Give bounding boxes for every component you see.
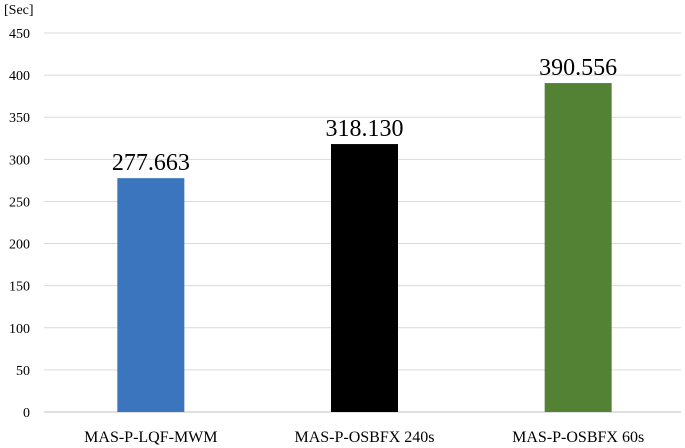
y-tick-label: 150	[9, 280, 30, 295]
y-tick-label: 0	[23, 406, 30, 421]
y-tick-label: 100	[9, 322, 30, 337]
data-label: 390.556	[539, 55, 617, 81]
bars	[117, 83, 612, 412]
bar	[117, 178, 185, 412]
y-tick-label: 300	[9, 153, 30, 168]
y-tick-label: 200	[9, 238, 30, 253]
y-tick-label: 50	[16, 364, 30, 379]
y-axis-ticks: 0 50 100 150 200 250 300 350 400 450	[9, 27, 30, 421]
bar	[544, 83, 612, 412]
y-tick-label: 400	[9, 69, 30, 84]
category-labels: MAS-P-LQF-MWM MAS-P-OSBFX 240s MAS-P-OSBFX…	[84, 429, 644, 446]
category-label: MAS-P-OSBFX 240s	[294, 429, 434, 446]
y-axis-unit-label: [Sec]	[4, 3, 34, 18]
category-label: MAS-P-LQF-MWM	[84, 429, 217, 446]
category-label: MAS-P-OSBFX 60s	[512, 429, 644, 446]
data-labels: 277.663 318.130 390.556	[112, 55, 617, 176]
data-label: 318.130	[326, 116, 404, 142]
bar	[331, 144, 398, 412]
y-tick-label: 450	[9, 27, 30, 42]
y-tick-label: 350	[9, 111, 30, 126]
y-tick-label: 250	[9, 195, 30, 210]
data-label: 277.663	[112, 150, 190, 176]
